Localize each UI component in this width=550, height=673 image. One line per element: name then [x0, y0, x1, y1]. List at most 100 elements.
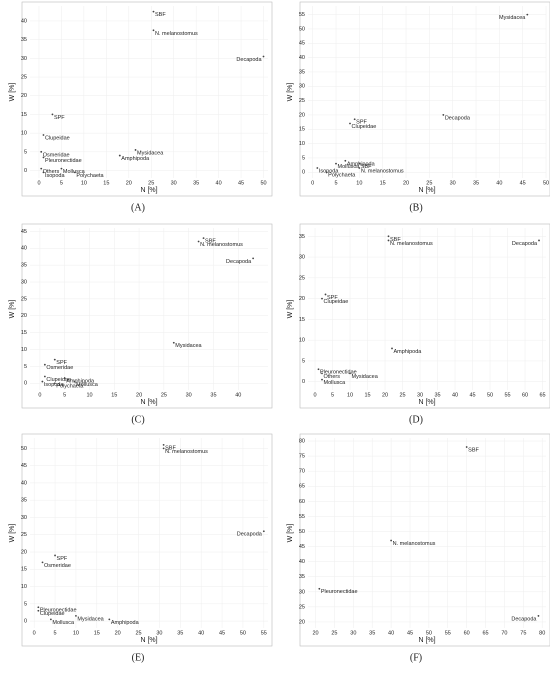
point: [118, 154, 121, 157]
y-tick-label: 15: [299, 317, 305, 323]
x-tick-label: 30: [156, 630, 162, 636]
point: [387, 235, 390, 238]
x-tick-label: 45: [520, 180, 526, 186]
y-tick-label: 25: [299, 604, 305, 610]
point: [152, 10, 155, 13]
plot-frame: [21, 223, 273, 409]
x-tick-label: 35: [177, 630, 183, 636]
x-tick-label: 25: [399, 392, 405, 398]
panel-caption: (B): [409, 202, 422, 213]
point: [465, 446, 468, 448]
point-label: SPF: [57, 556, 68, 562]
point-label: Clupeidae: [46, 377, 71, 383]
point-label: Others: [324, 374, 341, 380]
point: [43, 363, 46, 366]
y-tick-label: 80: [299, 438, 305, 444]
y-tick-label: 30: [21, 279, 27, 285]
point-label: Pleuronectidae: [45, 158, 82, 164]
point-label: Clupeidae: [40, 611, 65, 617]
x-tick-label: 40: [216, 180, 222, 186]
y-tick-label: 20: [21, 549, 27, 555]
point: [40, 167, 43, 170]
x-tick-label: 25: [148, 180, 154, 186]
y-axis-label: W [%]: [287, 524, 294, 543]
x-tick-label: 10: [86, 392, 92, 398]
x-axis-label: N [%]: [140, 637, 157, 644]
plot-frame: [21, 1, 273, 197]
x-tick-label: 70: [501, 630, 507, 636]
x-tick-label: 80: [539, 630, 545, 636]
y-axis-label: W [%]: [9, 524, 16, 543]
y-tick-label: 45: [21, 463, 27, 469]
point-label: Amphipoda: [394, 349, 423, 355]
point: [316, 167, 319, 169]
y-tick-label: 0: [24, 381, 27, 387]
x-tick-label: 0: [38, 392, 41, 398]
point: [262, 55, 265, 58]
y-tick-label: 45: [21, 229, 27, 235]
point-label: Amphipoda: [347, 161, 376, 167]
point-label: Amphipoda: [66, 379, 95, 385]
plot-frame: [21, 433, 273, 647]
x-tick-label: 50: [543, 180, 549, 186]
x-tick-label: 30: [417, 392, 423, 398]
point: [43, 375, 46, 378]
x-tick-label: 50: [426, 630, 432, 636]
panel-caption: (F): [410, 652, 422, 663]
point: [318, 587, 321, 590]
point-label: SPF: [356, 120, 367, 126]
point: [108, 618, 111, 621]
y-tick-label: 20: [299, 112, 305, 118]
point: [344, 159, 347, 162]
point: [387, 239, 390, 242]
point-label: Clupeidae: [45, 135, 70, 141]
y-tick-label: 30: [299, 84, 305, 90]
x-tick-label: 45: [238, 180, 244, 186]
y-axis-label: W [%]: [287, 83, 294, 102]
y-tick-label: 15: [21, 567, 27, 573]
y-tick-label: 40: [299, 559, 305, 565]
plot-frame: [299, 223, 550, 409]
x-tick-label: 25: [135, 630, 141, 636]
x-tick-label: 0: [37, 180, 40, 186]
point: [390, 539, 393, 542]
point: [172, 341, 175, 344]
y-tick-label: 10: [299, 141, 305, 147]
y-tick-label: 25: [299, 275, 305, 281]
x-axis-label: N [%]: [140, 187, 157, 194]
point-label: Osmeridae: [46, 365, 73, 371]
x-tick-label: 30: [186, 392, 192, 398]
x-tick-label: 40: [388, 630, 394, 636]
point-label: Polychaeta: [56, 384, 84, 390]
y-tick-label: 40: [21, 480, 27, 486]
x-tick-label: 30: [450, 180, 456, 186]
point: [349, 122, 351, 125]
plot-frame: [299, 1, 550, 197]
point: [321, 372, 323, 375]
point: [37, 609, 40, 612]
point-label: N. melanostomus: [155, 31, 198, 37]
point-label: Amphipoda: [111, 620, 140, 626]
point-label: Decapoda: [512, 241, 538, 247]
point-label: Mysidacea: [175, 343, 202, 349]
point: [353, 118, 356, 121]
y-tick-label: 50: [299, 26, 305, 32]
point-label: Polychaeta: [76, 173, 104, 179]
point-label: SBF: [205, 239, 216, 245]
point: [317, 368, 320, 371]
x-tick-label: 35: [473, 180, 479, 186]
x-tick-label: 20: [312, 630, 318, 636]
y-tick-label: 35: [21, 498, 27, 504]
x-tick-label: 55: [261, 630, 267, 636]
point: [325, 171, 328, 174]
y-tick-label: 50: [21, 446, 27, 452]
y-tick-label: 0: [302, 379, 305, 385]
x-tick-label: 50: [487, 392, 493, 398]
point-label: SPF: [54, 115, 65, 121]
point-label: Mysidacea: [137, 150, 164, 156]
x-tick-label: 50: [260, 180, 266, 186]
x-tick-label: 25: [331, 630, 337, 636]
x-tick-label: 35: [434, 392, 440, 398]
